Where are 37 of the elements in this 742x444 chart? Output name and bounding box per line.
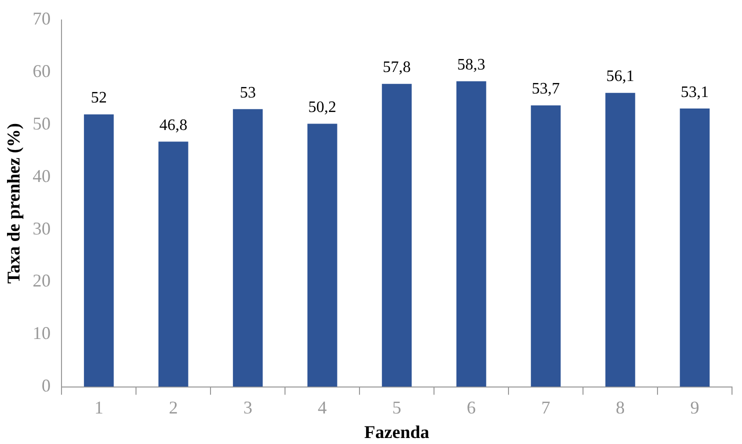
x-tick-label: 8 [616,397,625,418]
x-tick-label: 5 [392,397,402,418]
y-tick-label: 30 [32,218,51,238]
x-tick-label: 6 [466,397,476,418]
x-tick-label: 7 [541,397,550,418]
x-tick-label: 1 [94,397,104,418]
data-label: 53 [240,84,256,102]
y-tick-label: 50 [32,114,51,134]
y-axis-title: Taxa de prenhez (%) [3,123,24,284]
y-tick-label: 40 [32,166,51,186]
x-tick-label: 9 [690,397,700,418]
data-label: 57,8 [382,59,411,76]
bar [456,81,486,387]
data-label: 50,2 [308,98,336,116]
bar [680,108,710,387]
x-axis-title: Fazenda [364,422,430,442]
bar [84,114,114,387]
data-label: 46,8 [159,116,188,134]
y-tick-label: 60 [32,61,51,82]
data-label: 58,3 [457,56,486,74]
data-label: 56,1 [606,68,634,86]
bar [232,109,263,387]
x-tick-label: 3 [243,397,252,418]
y-tick-label: 10 [32,323,51,344]
bar [530,105,561,387]
y-tick-label: 20 [32,270,51,291]
y-tick-label: 0 [42,376,51,396]
data-label: 53,7 [532,80,560,98]
bar [158,142,188,387]
x-tick-label: 2 [168,397,178,418]
bar [307,124,338,387]
x-tick-label: 4 [318,397,327,418]
data-label: 53,1 [680,84,709,101]
bar [605,92,636,387]
bar [382,84,412,387]
y-tick-label: 70 [32,8,51,29]
data-label: 52 [90,90,107,107]
